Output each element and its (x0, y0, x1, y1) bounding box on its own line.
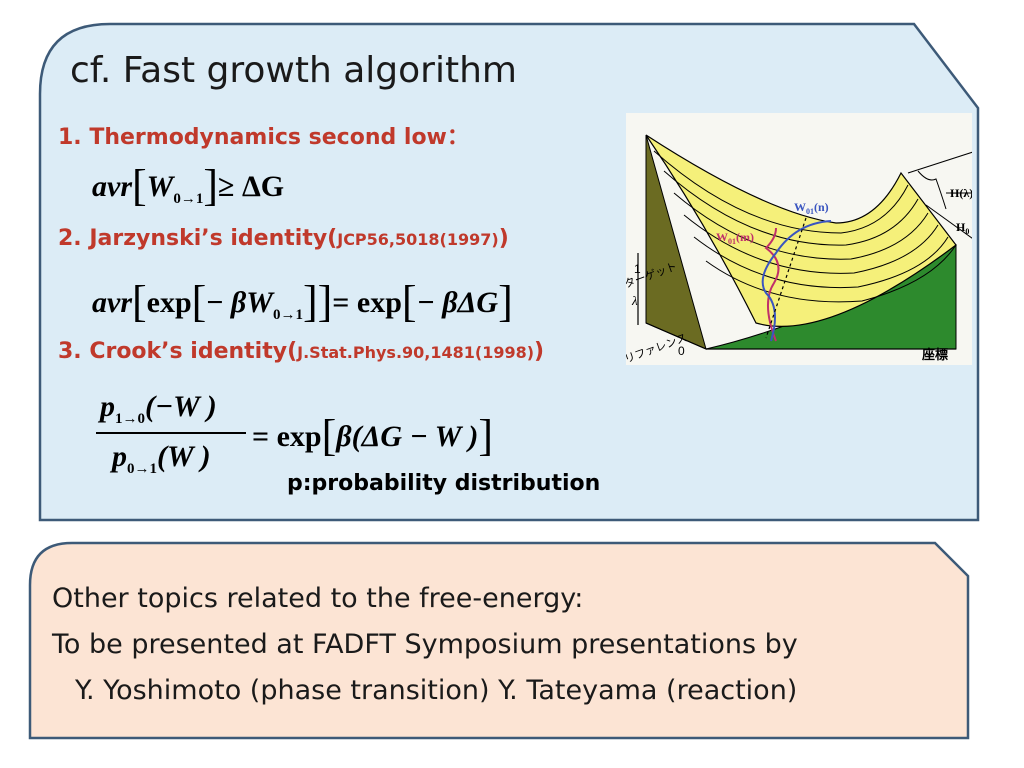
eq2-rhs: − βΔG (416, 286, 499, 319)
item-crooks-ref: J.Stat.Phys.90,1481(1998) (297, 343, 535, 362)
symposium-line: To be presented at FADFT Symposium prese… (52, 629, 798, 660)
item-crooks-label: 3. Crook’s identity( (58, 339, 298, 364)
eq3-den-p: p (112, 440, 127, 473)
item-crooks: 3. Crook’s identity(J.Stat.Phys.90,1481(… (58, 339, 544, 364)
eq2-avr: avr (92, 286, 132, 319)
eq3-numerator: p1→0(−W ) (100, 390, 217, 428)
eq3-fraction-bar (96, 432, 246, 434)
eq2-w: W (246, 286, 273, 319)
presenters-line: Y. Yoshimoto (phase transition) Y. Tatey… (75, 675, 798, 706)
eq3-den-sub: 0→1 (127, 461, 157, 477)
item-jarzynski-ref: JCP56,5018(1997) (337, 230, 499, 249)
eq1-avr: avr (92, 170, 132, 203)
figure-tick-0: 0 (678, 344, 685, 358)
eq3-num-arg: (−W ) (145, 390, 217, 423)
item-crooks-close: ) (534, 339, 545, 364)
item-jarzynski: 2. Jarzynski’s identity(JCP56,5018(1997)… (58, 226, 509, 251)
figure-label-h0: H0 (956, 220, 969, 236)
eq3-num-sub: 1→0 (115, 411, 145, 427)
figure-label-hlambda: H(λ) (950, 186, 972, 200)
figure-tick-1: 1 (634, 262, 641, 276)
slide-title: cf. Fast growth algorithm (70, 50, 517, 91)
eq3-rhs: = exp[β(ΔG − W )] (252, 411, 494, 460)
figure-axis-lambda: λ (631, 293, 638, 308)
eq2-beta: β (230, 286, 247, 319)
figure-axes (637, 253, 956, 350)
figure-label-w01m: W01(m) (716, 230, 754, 246)
eq2-exp: exp (146, 286, 192, 319)
item-jarzynski-label: 2. Jarzynski’s identity( (58, 226, 338, 251)
figure-callouts (907, 151, 972, 239)
eq1-sub: 0→1 (173, 191, 204, 207)
probability-note: p:probability distribution (287, 471, 601, 496)
eq3-rhs-arg: β(ΔG − W ) (336, 420, 479, 453)
item-second-law-label: 1. Thermodynamics second low： (58, 125, 469, 150)
equation-jarzynski: avr[exp[− βW0→1]]= exp[− βΔG] (92, 277, 513, 326)
eq3-equals-exp: = exp (252, 420, 322, 453)
figure-path-red (764, 227, 780, 342)
eq3-num-p: p (100, 390, 115, 423)
eq3-denominator: p0→1(W ) (112, 440, 211, 478)
eq3-den-arg: (W ) (157, 440, 211, 473)
equation-second-law: avr[W0→1]≥ ΔG (92, 161, 285, 210)
item-second-law: 1. Thermodynamics second low： (58, 119, 469, 151)
eq1-relation: ≥ ΔG (218, 170, 285, 203)
free-energy-surface-figure: H1 H(λ) H0 W01(n) W01(m) ターゲット 1 λ 0 リファ… (626, 113, 972, 365)
eq2-minus: − (206, 286, 224, 319)
eq2-equals-exp: = exp (332, 286, 402, 319)
eq2-sub: 0→1 (272, 307, 303, 323)
figure-axis-coordinate: 座標 (921, 347, 948, 363)
other-topics-line: Other topics related to the free-energy: (52, 583, 584, 614)
bottom-content-box (28, 541, 970, 740)
figure-contours (653, 150, 957, 303)
item-jarzynski-close: ) (498, 226, 509, 251)
figure-label-w01n: W01(n) (794, 200, 829, 216)
eq1-w: W (146, 170, 174, 203)
